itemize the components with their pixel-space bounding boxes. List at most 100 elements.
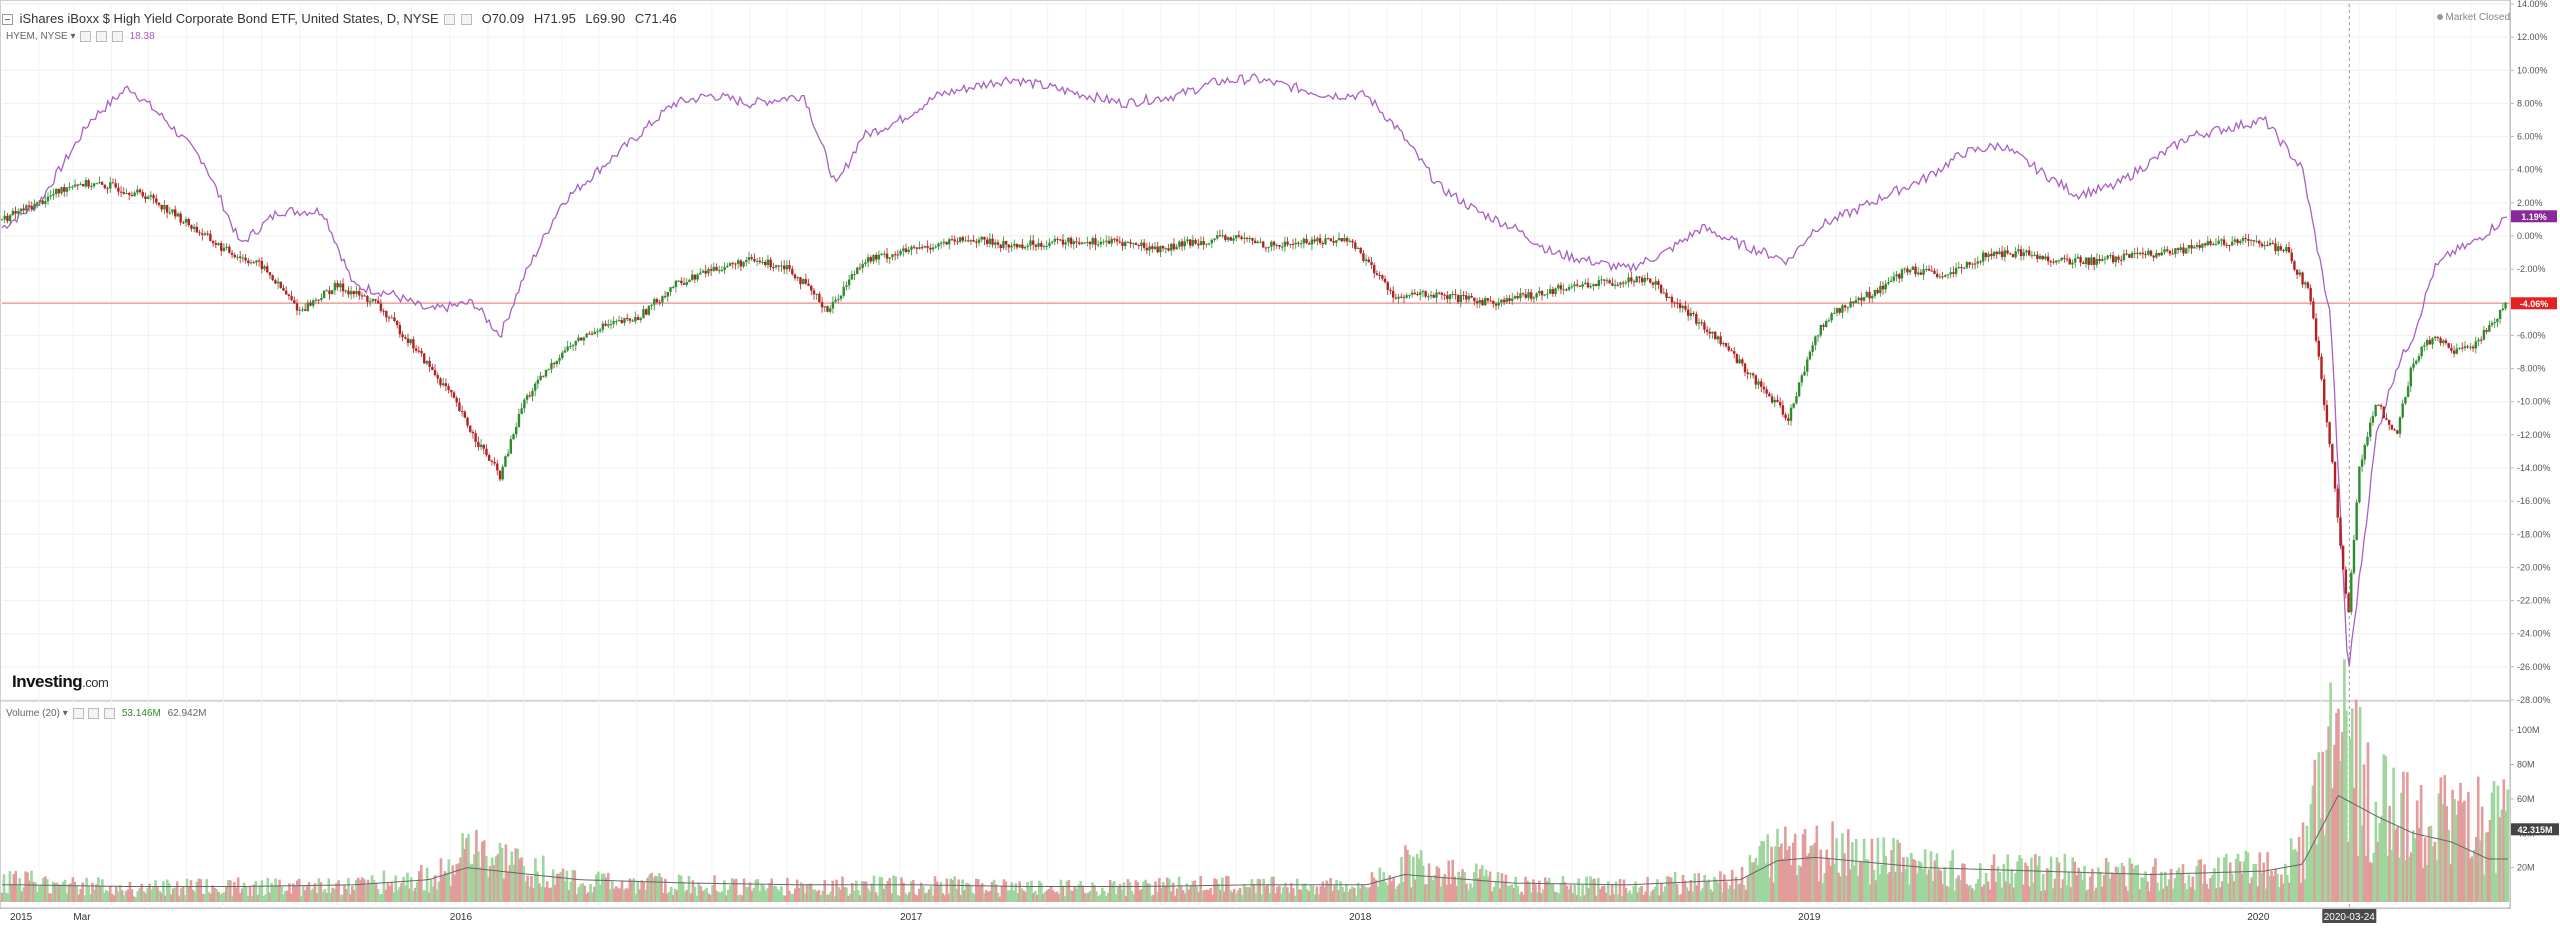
candle-body <box>1253 240 1257 244</box>
volume-bar <box>2061 879 2065 902</box>
candle-body <box>79 184 82 186</box>
candle-body <box>2117 256 2120 260</box>
volume-bar <box>1711 891 1714 902</box>
volume-bar <box>1847 829 1850 902</box>
volume-bar <box>790 893 793 902</box>
candle-body <box>1800 375 1804 383</box>
candle-body <box>639 318 642 320</box>
close-icon[interactable] <box>104 708 116 719</box>
volume-bar <box>1976 879 1980 902</box>
candle-body <box>1559 285 1563 290</box>
volume-bar <box>923 893 927 902</box>
candle-body <box>1240 236 1243 239</box>
volume-bar <box>601 873 604 902</box>
volume-bar <box>217 891 220 902</box>
candle-body <box>1042 246 1046 248</box>
candle-body <box>1662 292 1666 294</box>
volume-bar <box>461 833 464 902</box>
volume-bar <box>1658 895 1661 902</box>
candle-body <box>1145 247 1149 251</box>
volume-bar <box>921 886 925 902</box>
volume-bar <box>492 864 496 902</box>
candle-body <box>109 182 112 189</box>
candle-body <box>2128 254 2131 258</box>
volume-bar <box>2045 868 2049 902</box>
volume-bar <box>699 886 703 902</box>
volume-bar <box>2059 888 2063 902</box>
candle-body <box>601 323 605 330</box>
volume-bar <box>1171 882 1175 902</box>
volume-bar <box>1752 862 1756 902</box>
y-tick-label: 6.00% <box>2517 132 2543 142</box>
candle-body <box>718 270 721 272</box>
volume-bar <box>1581 884 1584 902</box>
volume-bar <box>1833 863 1836 902</box>
volume-bar <box>1589 876 1592 902</box>
volume-bar <box>1057 893 1061 902</box>
volume-bar <box>1364 887 1368 902</box>
candle-body <box>130 194 134 196</box>
candle-body <box>1251 238 1254 241</box>
volume-bar <box>2400 792 2403 902</box>
volume-bar <box>717 891 720 902</box>
candle-body <box>1124 241 1127 247</box>
volume-bar <box>912 879 915 902</box>
volume-dropdown-icon[interactable]: ▾ <box>62 708 68 720</box>
volume-bar <box>325 893 329 902</box>
hide-icon[interactable] <box>88 708 100 719</box>
volume-bar <box>1354 895 1358 902</box>
y-tick-label: 0.00% <box>2517 231 2543 241</box>
candle-body <box>1492 300 1495 304</box>
volume-bar <box>30 870 33 902</box>
volume-bar <box>2368 861 2372 902</box>
volume-bar <box>103 892 106 902</box>
settings-icon[interactable] <box>72 708 84 719</box>
candle-body <box>233 254 236 258</box>
volume-bar <box>2376 841 2380 902</box>
candle-body <box>414 348 418 351</box>
candle-body <box>931 247 935 250</box>
investing-logo[interactable]: Investing.com <box>12 672 109 692</box>
volume-bar <box>658 873 661 902</box>
candle-body <box>1548 289 1552 294</box>
volume-bar <box>1606 881 1610 902</box>
close-icon[interactable] <box>111 31 123 42</box>
volume-bar <box>2449 864 2452 902</box>
volume-bar <box>1931 881 1935 902</box>
candle-body <box>317 299 320 301</box>
volume-bar <box>2232 881 2236 902</box>
volume-bar <box>1868 884 1872 902</box>
volume-bars[interactable] <box>0 659 2510 902</box>
volume-bar <box>2238 861 2242 902</box>
settings-icon[interactable] <box>80 31 92 42</box>
compare-line-hyem[interactable] <box>1 73 2507 667</box>
compare-dropdown-icon[interactable]: ▾ <box>70 31 76 43</box>
candle-body <box>349 291 353 295</box>
candle-body <box>1291 243 1295 245</box>
candle-body <box>141 192 144 197</box>
volume-bar <box>1260 894 1264 902</box>
volume-bar <box>1725 881 1728 902</box>
volume-bar <box>1628 890 1632 902</box>
x-tick-label: 2020 <box>2247 912 2270 923</box>
volume-bar <box>1675 884 1679 902</box>
candles-hyg[interactable] <box>0 176 2507 615</box>
volume-bar <box>1760 840 1764 902</box>
plot-area[interactable] <box>0 73 2510 667</box>
collapse-icon[interactable] <box>2 14 13 26</box>
settings-icon[interactable] <box>444 14 456 26</box>
volume-bar <box>1878 874 1882 902</box>
volume-bar <box>1843 853 1846 902</box>
hide-icon[interactable] <box>460 14 472 26</box>
candle-body <box>2452 350 2456 354</box>
volume-bar <box>1520 891 1523 902</box>
volume-bar <box>2372 852 2376 902</box>
volume-bar <box>347 878 350 902</box>
volume-bar <box>2024 862 2027 902</box>
candle-body <box>1373 264 1376 274</box>
volume-bar <box>264 894 268 902</box>
hide-icon[interactable] <box>96 31 108 42</box>
volume-bar <box>199 879 203 902</box>
candle-body <box>1754 375 1758 385</box>
candle-body <box>471 431 475 434</box>
